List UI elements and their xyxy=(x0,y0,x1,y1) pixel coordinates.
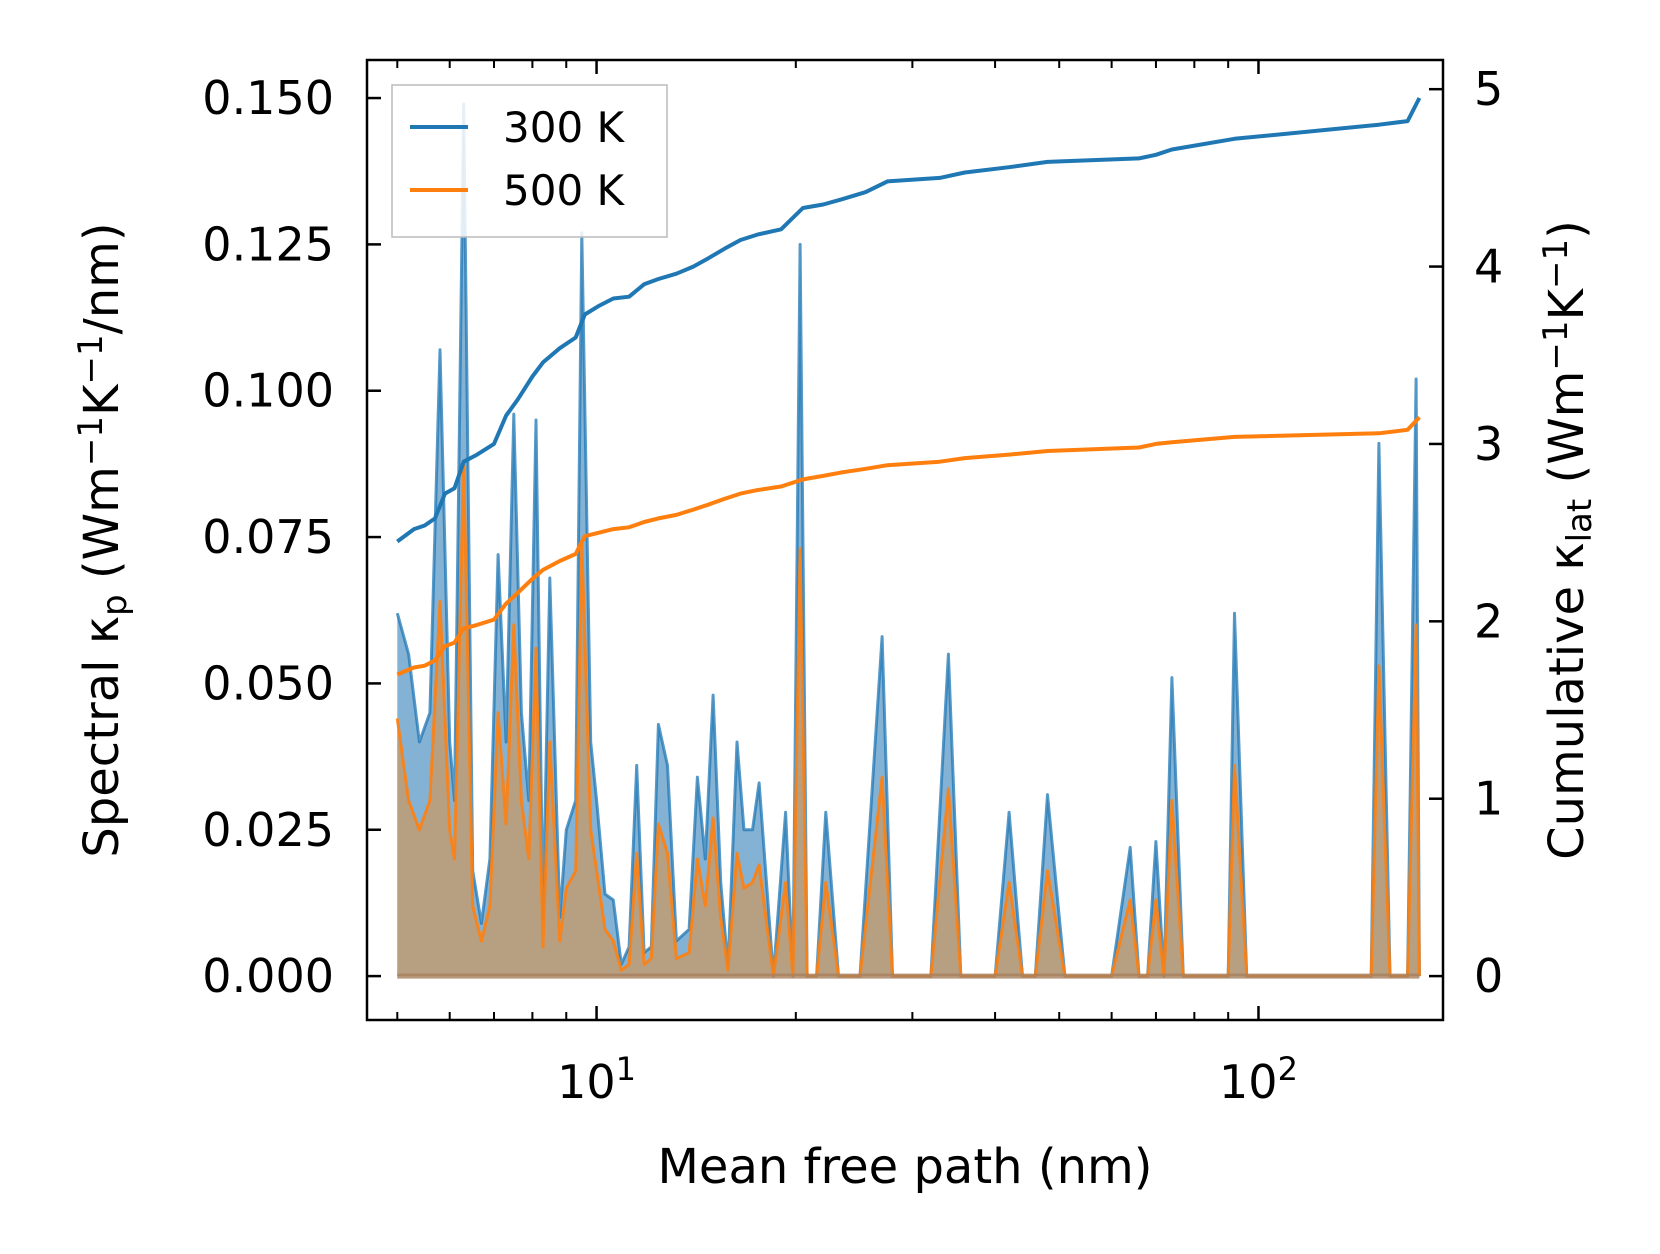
y-right-tick-label: 5 xyxy=(1474,62,1503,116)
y-right-tick-label: 3 xyxy=(1474,417,1503,471)
legend-label-300k: 300 K xyxy=(503,103,626,152)
y-right-tick-label: 2 xyxy=(1474,594,1503,648)
cumulative-line-300k xyxy=(396,97,1422,544)
x-tick-label: 102 xyxy=(1219,1050,1298,1109)
axis-ticks: 101 1020.0000.0250.0500.0750.1000.1250.15… xyxy=(202,60,1503,1109)
y-right-tick-label: 4 xyxy=(1474,240,1503,294)
y-left-tick-label: 0.000 xyxy=(202,949,334,1003)
y-left-tick-label: 0.125 xyxy=(202,217,334,271)
spectral-fill-500k xyxy=(397,461,1420,977)
x-axis-label: Mean free path (nm) xyxy=(658,1139,1153,1195)
plot-frame xyxy=(365,58,1445,1022)
y-left-tick-label: 0.050 xyxy=(202,656,334,710)
cumulative-line-500k xyxy=(396,415,1421,677)
y-axis-right-label: Cumulative κlat (Wm−1K−1) xyxy=(1536,220,1600,860)
y-right-tick-label: 1 xyxy=(1474,772,1503,826)
y-right-tick-label: 0 xyxy=(1474,949,1503,1003)
legend-label-500k: 500 K xyxy=(503,166,626,215)
y-left-tick-label: 0.150 xyxy=(202,71,334,125)
y-left-tick-label: 0.025 xyxy=(202,803,334,857)
x-tick-label: 101 xyxy=(557,1050,636,1109)
legend: 300 K 500 K xyxy=(391,84,668,238)
plot-area xyxy=(395,97,1422,979)
legend-box xyxy=(391,84,668,238)
y-left-tick-label: 0.100 xyxy=(202,364,334,418)
y-left-tick-label: 0.075 xyxy=(202,510,334,564)
y-axis-left-label: Spectral κp (Wm−1K−1/nm) xyxy=(71,222,135,857)
